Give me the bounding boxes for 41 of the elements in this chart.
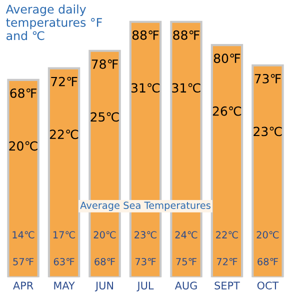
annotation: 63℉: [54, 258, 74, 266]
bar: [210, 44, 244, 278]
annotation: 20℃: [256, 231, 279, 238]
bar: [252, 64, 284, 278]
annotation: 57℉: [13, 258, 34, 266]
x-tick-label: JUN: [94, 282, 113, 292]
annotation: 68℉: [258, 258, 278, 266]
x-tick-label: SEPT: [214, 282, 240, 290]
annotation: Average Sea Temperatures: [80, 202, 210, 211]
annotation: 20℃: [9, 141, 38, 151]
annotation: 22℃: [50, 130, 78, 140]
bar: [48, 67, 80, 278]
x-tick-label: APR: [13, 282, 34, 290]
data-label: 88℉: [173, 30, 200, 40]
data-label: 68℉: [10, 88, 36, 98]
data-label: 80℉: [214, 54, 240, 64]
annotation: 23℃: [134, 231, 156, 238]
annotation: 26℃: [212, 106, 242, 116]
annotation: 72℉: [216, 258, 238, 266]
chart-title: Average daily temperatures °F and ℃: [6, 4, 102, 40]
annotation: 17℃: [53, 231, 75, 238]
x-tick-label: OCT: [257, 282, 279, 290]
annotation: 24℃: [175, 231, 198, 238]
annotation: 31℃: [131, 83, 160, 93]
annotation: 25℃: [90, 112, 119, 122]
x-tick-label: AUG: [174, 282, 197, 290]
annotation: 31℃: [172, 83, 200, 93]
bar: [7, 78, 40, 278]
annotation: 73℉: [135, 258, 156, 266]
data-label: 88℉: [132, 30, 159, 40]
data-label: 78℉: [92, 59, 118, 69]
data-label: 73℉: [254, 74, 281, 84]
annotation: 14℃: [12, 231, 34, 238]
annotation: 75℉: [176, 258, 196, 266]
annotation: 23℃: [254, 126, 282, 136]
data-label: 72℉: [51, 76, 78, 86]
annotation: 68℉: [94, 258, 116, 266]
annotation: 22℃: [216, 231, 238, 238]
x-tick-label: JUL: [136, 282, 154, 292]
x-tick-label: MAY: [54, 282, 75, 290]
annotation: 20℃: [94, 231, 116, 238]
